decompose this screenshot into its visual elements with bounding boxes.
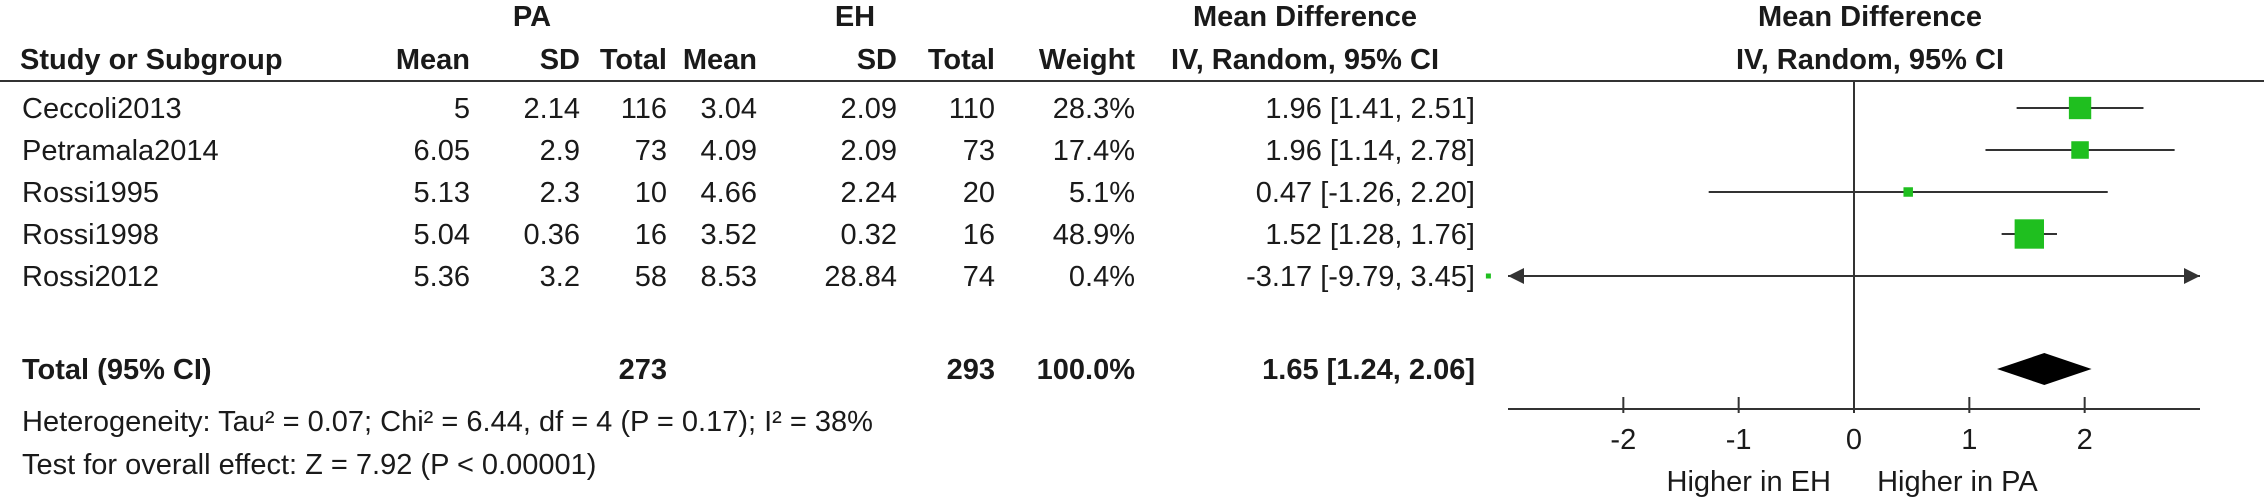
effect-marker xyxy=(2071,141,2089,159)
total-eh-cell: 74 xyxy=(962,261,995,293)
plot-header-method: IV, Random, 95% CI xyxy=(1735,44,2005,76)
column-header-weight: Weight xyxy=(1038,44,1135,76)
total-effect-ci-cell: 1.65 [1.24, 2.06] xyxy=(1262,354,1475,386)
mean-eh-cell: 4.66 xyxy=(700,177,757,209)
study-name: Ceccoli2013 xyxy=(22,93,182,125)
study-name: Rossi1998 xyxy=(22,219,160,251)
sd-pa-cell: 0.36 xyxy=(523,219,580,251)
overall-effect-text: Test for overall effect: Z = 7.92 (P < 0… xyxy=(22,449,597,481)
mean-pa-cell: 6.05 xyxy=(413,135,470,167)
effect-ci-cell: 0.47 [-1.26, 2.20] xyxy=(1255,177,1475,209)
x-tick-label: -2 xyxy=(1610,424,1636,456)
x-tick-label: -1 xyxy=(1726,424,1752,456)
column-header-study: Study or Subgroup xyxy=(20,44,283,76)
sd-eh-cell: 2.24 xyxy=(840,177,897,209)
study-name: Rossi1995 xyxy=(22,177,160,209)
group-header-mean-difference: Mean Difference xyxy=(1192,1,1417,33)
total-weight-cell: 100.0% xyxy=(1036,354,1135,386)
total-pa-cell: 10 xyxy=(634,177,667,209)
total-pa-cell: 16 xyxy=(634,219,667,251)
ci-left-arrow xyxy=(1508,268,1524,284)
total-pa-cell: 58 xyxy=(634,261,667,293)
total-eh-cell: 20 xyxy=(962,177,995,209)
sd-eh-cell: 0.32 xyxy=(840,219,897,251)
sd-pa-cell: 2.9 xyxy=(539,135,580,167)
mean-eh-cell: 3.04 xyxy=(700,93,757,125)
plot-header-mean-difference: Mean Difference xyxy=(1757,1,1982,33)
total-pa-cell: 116 xyxy=(620,93,667,125)
sd-pa-cell: 3.2 xyxy=(539,261,580,293)
effect-marker xyxy=(2014,219,2044,249)
weight-cell: 5.1% xyxy=(1068,177,1135,209)
x-label-right: Higher in PA xyxy=(1877,466,2038,498)
effect-marker xyxy=(2068,96,2092,120)
column-header-total-pa: Total xyxy=(599,44,667,76)
sd-eh-cell: 2.09 xyxy=(840,93,897,125)
ci-right-arrow xyxy=(2184,268,2200,284)
column-header-mean-eh: Mean xyxy=(682,44,757,76)
total-pa-cell: 273 xyxy=(618,354,667,386)
sd-pa-cell: 2.14 xyxy=(523,93,580,125)
total-eh-cell: 16 xyxy=(962,219,995,251)
effect-ci-cell: 1.96 [1.14, 2.78] xyxy=(1265,135,1475,167)
mean-pa-cell: 5.04 xyxy=(413,219,470,251)
mean-pa-cell: 5 xyxy=(453,93,470,125)
effect-ci-cell: 1.96 [1.41, 2.51] xyxy=(1265,93,1475,125)
mean-pa-cell: 5.13 xyxy=(413,177,470,209)
effect-marker xyxy=(1903,187,1913,197)
total-eh-cell: 110 xyxy=(948,93,995,125)
column-header-mean-pa: Mean xyxy=(395,44,470,76)
column-header-sd-pa: SD xyxy=(539,44,580,76)
study-name: Rossi2012 xyxy=(22,261,160,293)
group-header-eh: EH xyxy=(834,1,876,33)
effect-marker xyxy=(1485,273,1491,279)
total-eh-cell: 73 xyxy=(962,135,995,167)
effect-ci-cell: -3.17 [-9.79, 3.45] xyxy=(1246,261,1475,293)
heterogeneity-text: Heterogeneity: Tau² = 0.07; Chi² = 6.44,… xyxy=(22,406,873,438)
mean-eh-cell: 4.09 xyxy=(700,135,757,167)
total-eh-cell: 293 xyxy=(946,354,995,386)
column-header-sd-eh: SD xyxy=(856,44,897,76)
weight-cell: 17.4% xyxy=(1052,135,1135,167)
pooled-diamond xyxy=(1997,353,2092,385)
study-name: Petramala2014 xyxy=(22,135,219,167)
sd-eh-cell: 2.09 xyxy=(840,135,897,167)
x-tick-label: 0 xyxy=(1846,424,1862,456)
mean-pa-cell: 5.36 xyxy=(413,261,470,293)
x-tick-label: 1 xyxy=(1961,424,1977,456)
mean-eh-cell: 3.52 xyxy=(700,219,757,251)
column-header-total-eh: Total xyxy=(927,44,995,76)
total-pa-cell: 73 xyxy=(634,135,667,167)
mean-eh-cell: 8.53 xyxy=(700,261,757,293)
effect-ci-cell: 1.52 [1.28, 1.76] xyxy=(1265,219,1475,251)
weight-cell: 0.4% xyxy=(1068,261,1135,293)
column-header-effect-method: IV, Random, 95% CI xyxy=(1170,44,1440,76)
x-label-left: Higher in EH xyxy=(1667,466,1831,498)
x-tick-label: 2 xyxy=(2077,424,2093,456)
header-divider xyxy=(0,80,2264,82)
sd-eh-cell: 28.84 xyxy=(824,261,897,293)
weight-cell: 48.9% xyxy=(1052,219,1135,251)
sd-pa-cell: 2.3 xyxy=(539,177,580,209)
weight-cell: 28.3% xyxy=(1052,93,1135,125)
group-header-pa: PA xyxy=(512,1,552,33)
total-label: Total (95% CI) xyxy=(22,354,212,386)
